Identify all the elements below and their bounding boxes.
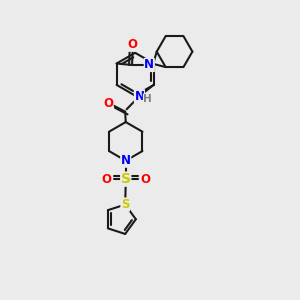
Text: N: N <box>121 154 131 167</box>
Text: O: O <box>128 38 138 51</box>
Text: S: S <box>121 198 129 211</box>
Text: H: H <box>143 94 152 104</box>
Text: O: O <box>101 172 111 186</box>
Text: O: O <box>103 97 113 110</box>
Text: N: N <box>134 90 144 103</box>
Text: N: N <box>144 58 154 71</box>
Text: S: S <box>121 172 131 186</box>
Text: O: O <box>140 172 150 186</box>
